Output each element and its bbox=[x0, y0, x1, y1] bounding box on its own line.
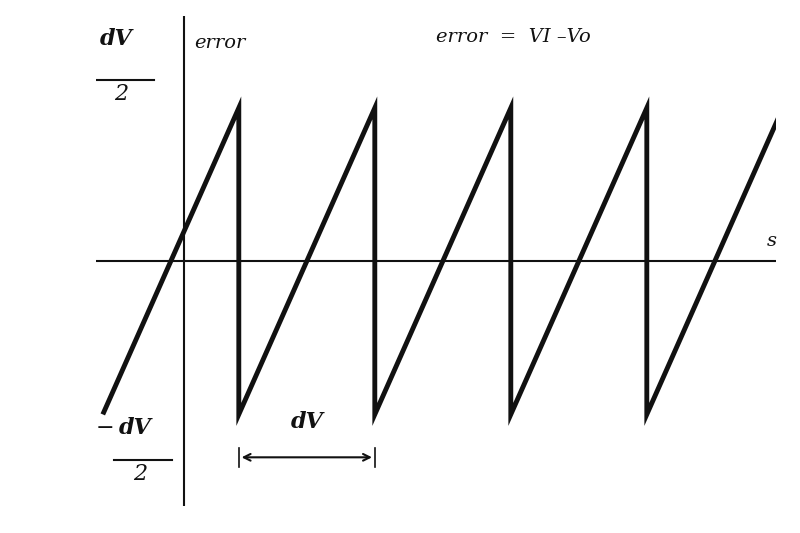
Text: dV: dV bbox=[119, 417, 152, 440]
Text: error  =  VI –Vo: error = VI –Vo bbox=[436, 28, 590, 46]
Text: 2: 2 bbox=[133, 463, 147, 486]
Text: −: − bbox=[96, 417, 114, 440]
Text: 2: 2 bbox=[114, 84, 128, 106]
Text: error: error bbox=[194, 35, 246, 52]
Text: dV: dV bbox=[290, 411, 323, 433]
Text: dV: dV bbox=[100, 28, 133, 50]
Text: s: s bbox=[766, 232, 777, 251]
